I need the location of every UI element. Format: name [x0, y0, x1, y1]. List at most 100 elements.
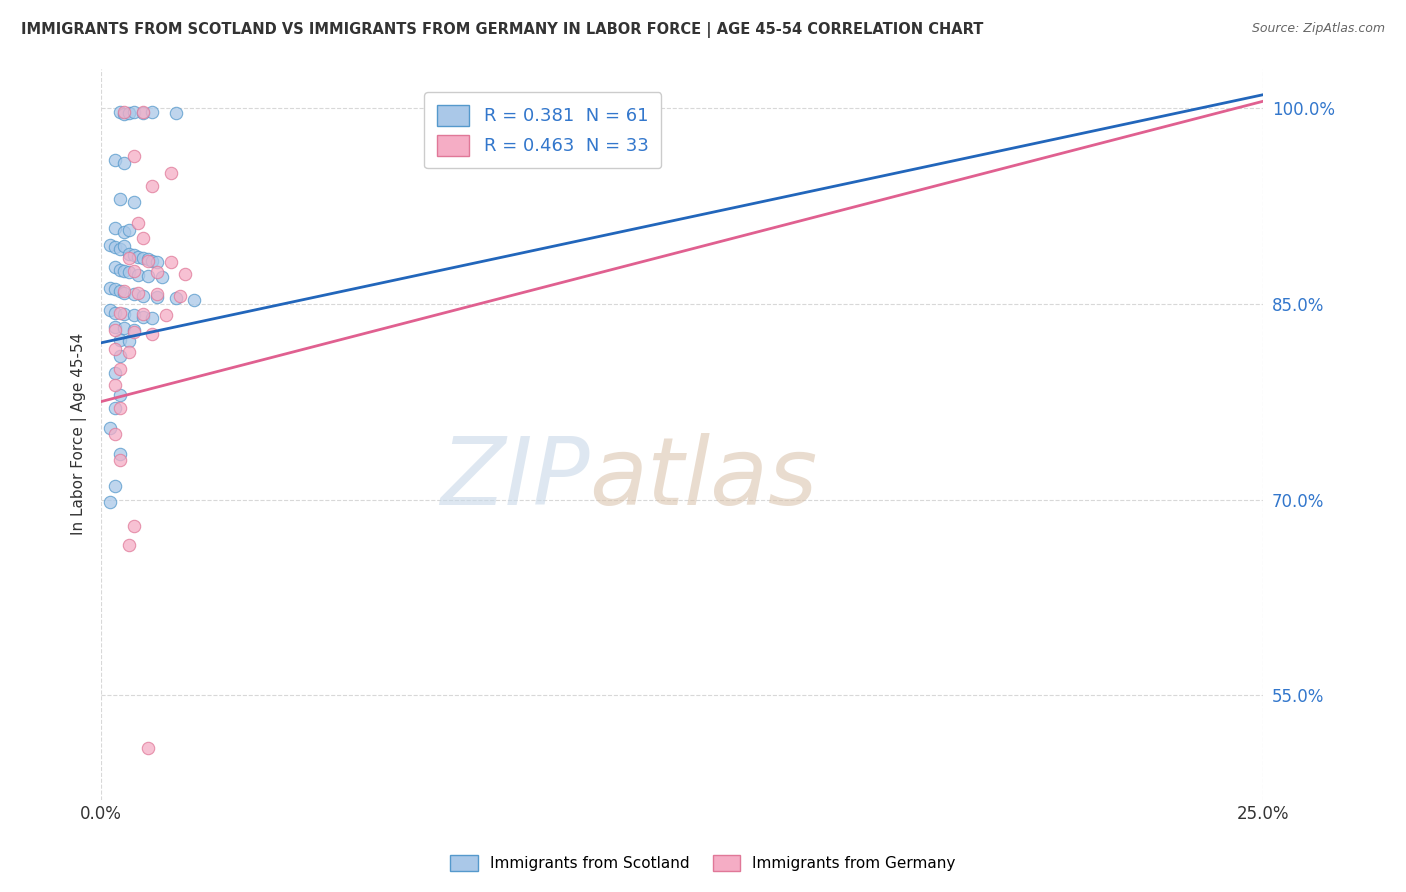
- Point: [141, 310, 163, 325]
- Point: [141, 104, 163, 119]
- Point: [104, 366, 127, 380]
- Point: [104, 153, 127, 167]
- Point: [160, 166, 183, 180]
- Point: [108, 242, 131, 256]
- Point: [169, 289, 191, 303]
- Point: [118, 247, 141, 261]
- Point: [122, 149, 145, 163]
- Point: [132, 106, 155, 120]
- Point: [141, 326, 163, 341]
- Point: [118, 223, 141, 237]
- Point: [155, 309, 177, 323]
- Point: [122, 326, 145, 340]
- Point: [112, 284, 135, 298]
- Point: [104, 240, 127, 254]
- Point: [165, 106, 187, 120]
- Point: [122, 518, 145, 533]
- Point: [108, 284, 131, 298]
- Point: [104, 320, 127, 334]
- Point: [165, 292, 187, 306]
- Point: [173, 267, 195, 281]
- Point: [146, 287, 169, 301]
- Point: [108, 192, 131, 206]
- Point: [146, 265, 169, 279]
- Point: [112, 307, 135, 321]
- Point: [132, 310, 155, 324]
- Point: [108, 401, 131, 416]
- Point: [136, 740, 159, 755]
- Point: [136, 253, 159, 268]
- Point: [108, 388, 131, 402]
- Point: [108, 453, 131, 467]
- Point: [112, 107, 135, 121]
- Point: [100, 303, 122, 318]
- Point: [122, 194, 145, 209]
- Point: [146, 255, 169, 269]
- Point: [112, 225, 135, 239]
- Point: [108, 333, 131, 347]
- Text: atlas: atlas: [589, 433, 817, 524]
- Point: [127, 268, 149, 282]
- Point: [112, 321, 135, 335]
- Point: [122, 323, 145, 337]
- Point: [118, 251, 141, 265]
- Point: [104, 260, 127, 274]
- Point: [127, 250, 149, 264]
- Point: [132, 104, 155, 119]
- Point: [104, 343, 127, 357]
- Point: [112, 155, 135, 169]
- Point: [150, 270, 173, 285]
- Point: [122, 248, 145, 262]
- Point: [100, 420, 122, 434]
- Point: [118, 538, 141, 552]
- Point: [132, 289, 155, 303]
- Point: [100, 237, 122, 252]
- Point: [160, 255, 183, 269]
- Point: [112, 264, 135, 278]
- Point: [104, 323, 127, 337]
- Y-axis label: In Labor Force | Age 45-54: In Labor Force | Age 45-54: [72, 333, 87, 535]
- Point: [127, 216, 149, 230]
- Point: [141, 253, 163, 268]
- Point: [112, 104, 135, 119]
- Text: IMMIGRANTS FROM SCOTLAND VS IMMIGRANTS FROM GERMANY IN LABOR FORCE | AGE 45-54 C: IMMIGRANTS FROM SCOTLAND VS IMMIGRANTS F…: [21, 22, 983, 38]
- Point: [104, 220, 127, 235]
- Point: [118, 106, 141, 120]
- Point: [122, 104, 145, 119]
- Point: [100, 495, 122, 509]
- Point: [104, 401, 127, 416]
- Point: [118, 334, 141, 349]
- Point: [108, 104, 131, 119]
- Legend: Immigrants from Scotland, Immigrants from Germany: Immigrants from Scotland, Immigrants fro…: [444, 849, 962, 877]
- Point: [104, 377, 127, 392]
- Point: [183, 293, 205, 307]
- Point: [108, 306, 131, 320]
- Legend: R = 0.381  N = 61, R = 0.463  N = 33: R = 0.381 N = 61, R = 0.463 N = 33: [425, 92, 661, 169]
- Point: [112, 286, 135, 301]
- Point: [132, 251, 155, 265]
- Point: [104, 306, 127, 320]
- Point: [108, 362, 131, 376]
- Point: [108, 349, 131, 363]
- Point: [132, 307, 155, 321]
- Point: [104, 479, 127, 493]
- Point: [141, 179, 163, 194]
- Point: [146, 290, 169, 304]
- Point: [108, 262, 131, 277]
- Point: [127, 286, 149, 301]
- Point: [104, 282, 127, 296]
- Point: [118, 345, 141, 359]
- Point: [136, 269, 159, 284]
- Point: [122, 309, 145, 323]
- Point: [104, 427, 127, 442]
- Point: [100, 281, 122, 295]
- Point: [112, 239, 135, 253]
- Point: [108, 447, 131, 461]
- Point: [132, 231, 155, 245]
- Point: [136, 252, 159, 267]
- Point: [118, 265, 141, 279]
- Text: ZIP: ZIP: [440, 433, 589, 524]
- Point: [122, 287, 145, 301]
- Text: Source: ZipAtlas.com: Source: ZipAtlas.com: [1251, 22, 1385, 36]
- Point: [122, 264, 145, 278]
